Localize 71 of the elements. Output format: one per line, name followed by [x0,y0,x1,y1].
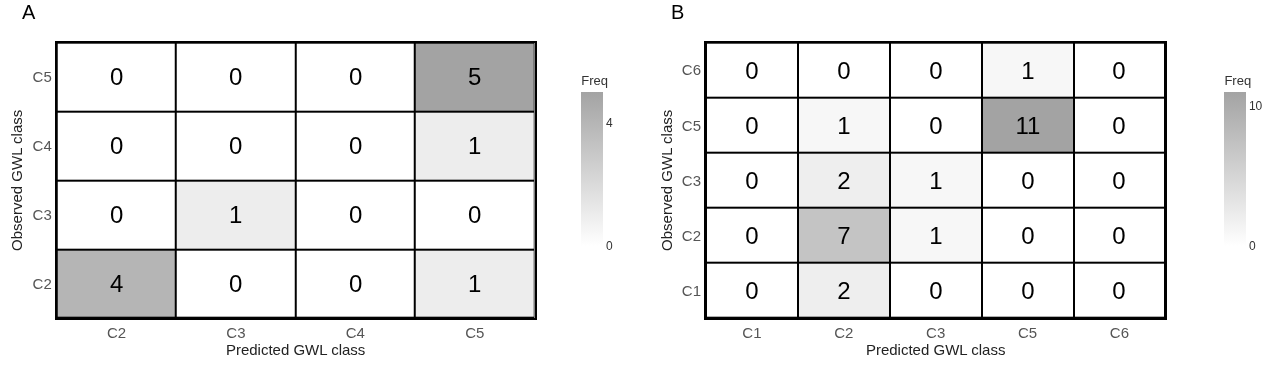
data-label: 0 [1112,112,1126,140]
x-tick-label: C2 [106,323,127,341]
data-label: 0 [1021,222,1035,250]
data-label: 4 [110,270,124,298]
data-label: 5 [468,63,482,91]
data-label: 0 [929,112,943,140]
x-axis-title: Predicted GWL class [865,340,1006,358]
data-label: 0 [229,63,243,91]
data-label: 0 [745,112,759,140]
data-label: 0 [349,270,363,298]
data-label: 0 [929,277,943,305]
data-label: 0 [110,63,124,91]
color-bar-label: 0 [605,239,613,254]
x-tick-label: C5 [465,323,485,341]
data-label: 2 [837,167,851,195]
data-label: 1 [468,132,482,160]
y-axis-title: Observed GWL class [657,109,675,251]
data-label: 0 [468,201,482,229]
x-tick-label: C5 [1017,323,1038,341]
y-axis-title: Observed GWL class [8,109,26,251]
x-tick-label: C4 [345,323,365,341]
data-label: 0 [110,201,124,229]
data-label: 0 [349,201,363,229]
data-label: 0 [745,222,759,250]
data-label: 0 [1112,222,1126,250]
y-tick-label: C3 [32,205,52,223]
data-label: 0 [745,277,759,305]
y-tick-label: C6 [681,61,701,79]
data-label: 1 [229,201,243,229]
color-bar-label: 0 [1248,239,1256,254]
data-label: 7 [837,222,851,250]
color-bar-title: Freq [581,72,608,88]
x-tick-label: C2 [834,323,854,341]
y-tick-label: C5 [681,116,701,134]
data-label: 1 [929,167,943,195]
chart-title: B [671,1,685,23]
data-label: 2 [837,277,851,305]
chart-title: A [22,1,36,23]
color-bar-title: Freq [1224,72,1252,88]
x-tick-label: C6 [1109,323,1130,341]
data-label: 0 [229,132,243,160]
data-label: 0 [1021,277,1035,305]
color-bar-label: 4 [605,116,613,131]
data-label: 0 [745,167,759,195]
data-label: 0 [1112,57,1126,85]
y-tick-label: C1 [681,281,701,299]
y-tick-label: C2 [32,274,52,292]
data-label: 0 [229,270,243,298]
data-label: 1 [1021,57,1035,85]
data-label: 0 [110,132,124,160]
x-tick-label: C3 [226,323,246,341]
data-label: 11 [1015,112,1041,140]
data-label: 0 [929,57,943,85]
data-label: 0 [837,57,851,85]
y-tick-label: C4 [32,137,52,155]
y-tick-label: C5 [32,68,52,86]
data-label: 1 [468,270,482,298]
x-tick-label: C3 [926,323,946,341]
data-label: 1 [929,222,943,250]
data-label: 0 [745,57,759,85]
data-label: 1 [837,112,851,140]
x-axis-title: Predicted GWL class [225,340,366,358]
y-tick-label: C3 [681,171,701,189]
data-label: 0 [1021,167,1035,195]
data-label: 0 [1112,277,1126,305]
x-tick-label: C1 [742,323,762,341]
y-tick-label: C2 [681,226,701,244]
data-label: 0 [349,132,363,160]
data-label: 0 [349,63,363,91]
color-bar-label: 10 [1248,99,1263,114]
data-label: 0 [1112,167,1126,195]
